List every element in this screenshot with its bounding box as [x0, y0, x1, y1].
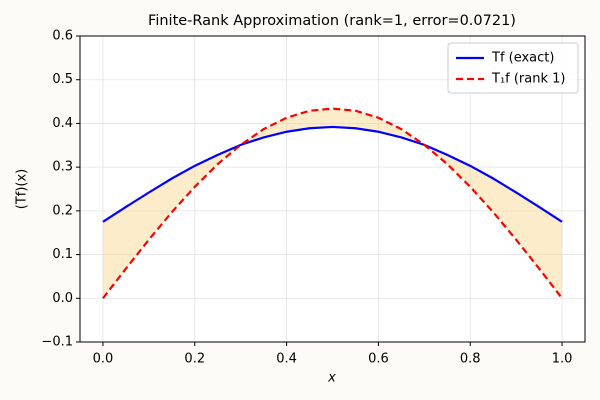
y-tick-label: 0.2: [52, 203, 73, 218]
y-tick-label: 0.6: [52, 29, 73, 44]
y-tick-label: −0.1: [41, 335, 73, 350]
x-tick-label: 0.2: [184, 352, 205, 367]
x-axis-label: x: [327, 371, 336, 386]
chart-title: Finite-Rank Approximation (rank=1, error…: [148, 13, 516, 29]
x-tick-label: 0.8: [460, 352, 481, 367]
x-tick-label: 0.6: [368, 352, 389, 367]
y-tick-label: 0.1: [52, 247, 73, 262]
line-series: [102, 125, 563, 223]
axes-frame: [79, 35, 586, 343]
y-tick-label: 0.4: [52, 116, 73, 131]
line-series: [102, 107, 563, 299]
x-tick-label: 0.4: [276, 352, 297, 367]
legend-label: T₁f (rank 1): [491, 72, 566, 87]
y-axis-label: (Tf)(x): [15, 169, 30, 210]
y-tick-label: 0.3: [52, 160, 73, 175]
y-tick-label: 0.5: [52, 72, 73, 87]
legend-label: Tf (exact): [491, 51, 554, 66]
legend-box: [447, 42, 579, 94]
y-tick-label: 0.0: [52, 291, 73, 306]
x-tick-label: 0.0: [93, 352, 114, 367]
x-tick-label: 1.0: [552, 352, 573, 367]
